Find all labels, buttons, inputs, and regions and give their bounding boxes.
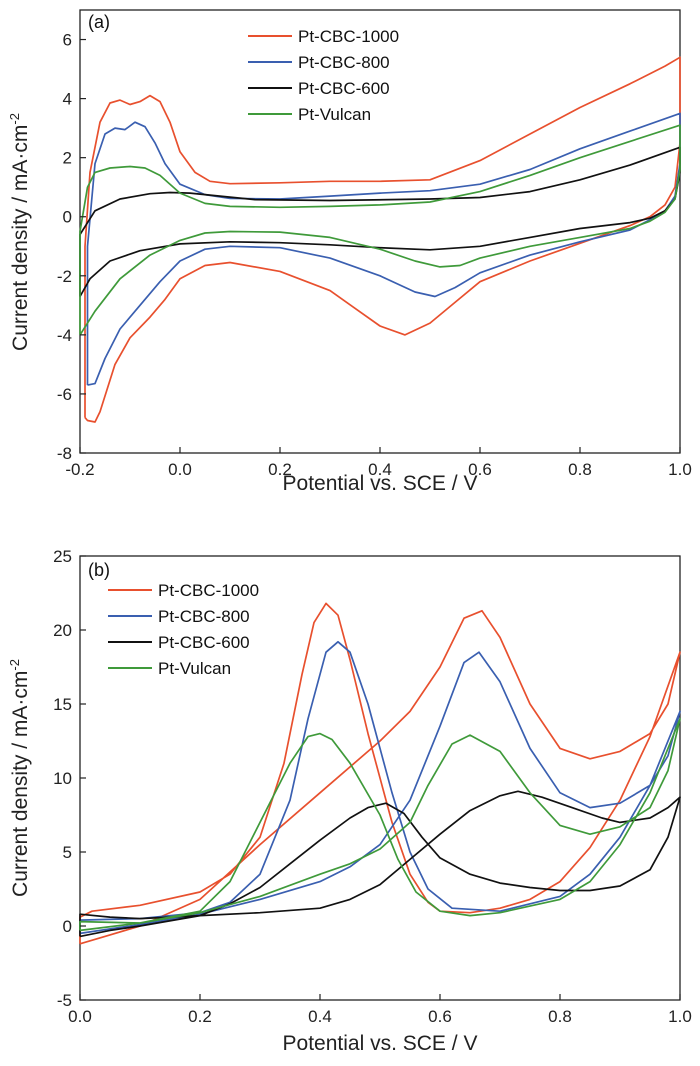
panel-b-y-axis-label: Current density / mA·cm-2 xyxy=(7,659,32,897)
y-tick-label: 0 xyxy=(63,208,72,227)
panel-a-ticks: -0.2 0.0 0.2 0.4 0.6 0.8 1.0 -8 -6 -4 -2 0 2 4 6 xyxy=(57,31,692,479)
panel-a: -0.2 0.0 0.2 0.4 0.6 0.8 1.0 -8 -6 -4 -2 0 2 4 6 (a) P… xyxy=(7,9,692,495)
legend-entry: Pt-CBC-600 xyxy=(158,633,250,652)
y-tick-label: 25 xyxy=(53,547,72,566)
x-tick-label: 0.2 xyxy=(268,460,292,479)
x-tick-label: 1.0 xyxy=(668,1007,692,1026)
panel-a-y-axis-label: Current density / mA·cm-2 xyxy=(7,113,32,351)
panel-b-curves xyxy=(79,602,681,945)
panel-b-label: (b) xyxy=(88,560,110,580)
y-tick-label: 2 xyxy=(63,149,72,168)
x-tick-label: 0.6 xyxy=(428,1007,452,1026)
panel-a-y-axis-label-main: Current density / mA·cm xyxy=(9,125,32,351)
legend-entry: Pt-CBC-800 xyxy=(158,607,250,626)
panel-b: 0.0 0.2 0.4 0.6 0.8 1.0 -5 0 5 10 15 20 25 (b) Pt-CB… xyxy=(7,547,692,1055)
panel-b-x-axis-label: Potential vs. SCE / V xyxy=(283,1032,478,1055)
series-line-pt-vulcan xyxy=(79,717,681,932)
y-tick-label: -6 xyxy=(57,385,72,404)
panel-a-curves xyxy=(79,56,681,423)
x-tick-label: 0.8 xyxy=(568,460,592,479)
series-line-pt-cbc-800 xyxy=(79,640,681,935)
y-tick-label: 6 xyxy=(63,31,72,50)
y-tick-label: 5 xyxy=(63,843,72,862)
legend-entry: Pt-CBC-800 xyxy=(298,53,390,72)
panel-a-x-axis-label: Potential vs. SCE / V xyxy=(283,472,478,495)
y-tick-label: -5 xyxy=(57,991,72,1010)
y-tick-label: 15 xyxy=(53,695,72,714)
x-tick-label: 0.0 xyxy=(68,1007,92,1026)
panel-b-y-axis-label-sup: -2 xyxy=(7,659,22,671)
legend-entry: Pt-Vulcan xyxy=(158,659,231,678)
series-line-pt-cbc-600 xyxy=(79,790,681,938)
legend-entry: Pt-CBC-600 xyxy=(298,79,390,98)
y-tick-label: 20 xyxy=(53,621,72,640)
legend-entry: Pt-CBC-1000 xyxy=(158,581,259,600)
series-line-pt-cbc-1000 xyxy=(79,602,681,945)
panel-a-y-axis-label-sup: -2 xyxy=(7,113,22,125)
panel-a-legend: Pt-CBC-1000 Pt-CBC-800 Pt-CBC-600 Pt-Vulcan xyxy=(248,27,399,124)
panel-b-y-axis-label-main: Current density / mA·cm xyxy=(9,671,32,897)
panel-b-ticks: 0.0 0.2 0.4 0.6 0.8 1.0 -5 0 5 10 15 20 25 xyxy=(53,547,692,1026)
x-tick-label: 0.4 xyxy=(308,1007,332,1026)
y-tick-label: 4 xyxy=(63,90,72,109)
y-tick-label: 10 xyxy=(53,769,72,788)
x-tick-label: 1.0 xyxy=(668,460,692,479)
series-line-pt-vulcan xyxy=(79,124,681,336)
x-tick-label: 0.0 xyxy=(168,460,192,479)
panel-b-legend: Pt-CBC-1000 Pt-CBC-800 Pt-CBC-600 Pt-Vulcan xyxy=(108,581,259,678)
y-tick-label: -4 xyxy=(57,326,72,345)
y-tick-label: 0 xyxy=(63,917,72,936)
panel-a-plot-frame xyxy=(79,9,681,454)
y-tick-label: -2 xyxy=(57,267,72,286)
x-tick-label: 0.4 xyxy=(368,460,392,479)
x-tick-label: 0.6 xyxy=(468,460,492,479)
x-tick-label: 0.2 xyxy=(188,1007,212,1026)
x-tick-label: 0.8 xyxy=(548,1007,572,1026)
y-tick-label: -8 xyxy=(57,444,72,463)
panel-a-label: (a) xyxy=(88,12,110,32)
legend-entry: Pt-Vulcan xyxy=(298,105,371,124)
legend-entry: Pt-CBC-1000 xyxy=(298,27,399,46)
x-tick-label: -0.2 xyxy=(65,460,94,479)
